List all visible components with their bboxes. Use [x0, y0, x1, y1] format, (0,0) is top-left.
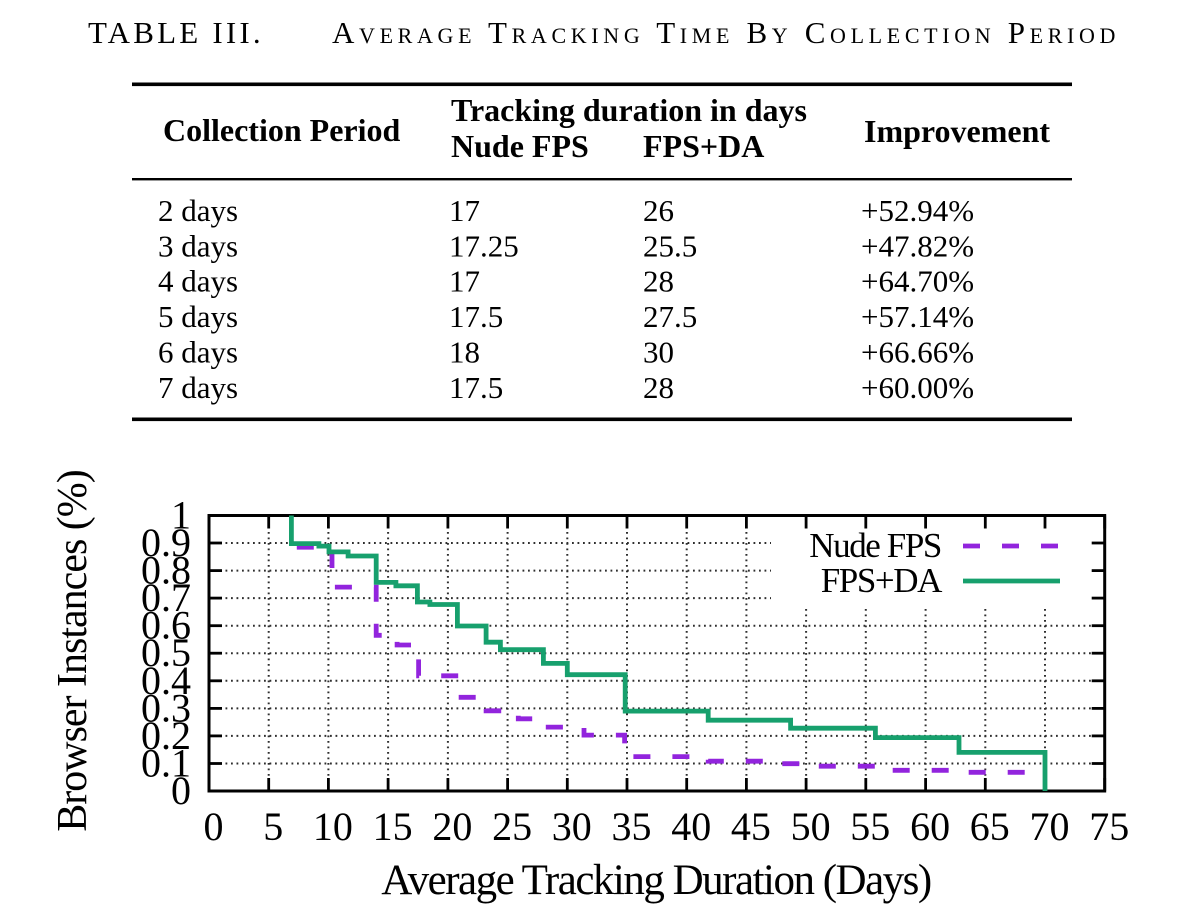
- svg-text:+64.70%: +64.70%: [861, 264, 974, 299]
- svg-text:0.4: 0.4: [141, 658, 191, 703]
- svg-text:6 days: 6 days: [158, 335, 238, 370]
- svg-text:0: 0: [171, 768, 191, 813]
- svg-text:45: 45: [731, 804, 771, 849]
- svg-text:Collection Period: Collection Period: [163, 112, 400, 148]
- svg-text:+66.66%: +66.66%: [861, 335, 974, 370]
- svg-text:17.5: 17.5: [449, 299, 503, 334]
- svg-text:25: 25: [492, 804, 532, 849]
- svg-text:0.3: 0.3: [141, 685, 191, 730]
- svg-text:FPS+DA: FPS+DA: [643, 128, 764, 164]
- svg-text:FPS+DA: FPS+DA: [821, 561, 943, 600]
- svg-text:Nude FPS: Nude FPS: [809, 526, 941, 565]
- svg-text:Average Tracking Duration (Day: Average Tracking Duration (Days): [381, 857, 931, 904]
- svg-text:65: 65: [970, 804, 1010, 849]
- svg-text:10: 10: [313, 804, 353, 849]
- svg-text:1: 1: [171, 493, 191, 538]
- svg-text:+57.14%: +57.14%: [861, 299, 974, 334]
- svg-text:30: 30: [643, 335, 674, 370]
- svg-text:0.1: 0.1: [141, 741, 191, 786]
- svg-text:0.5: 0.5: [141, 630, 191, 675]
- svg-text:2 days: 2 days: [158, 193, 238, 228]
- svg-text:70: 70: [1030, 804, 1070, 849]
- svg-text:0: 0: [204, 804, 224, 849]
- svg-text:75: 75: [1089, 804, 1129, 849]
- svg-text:27.5: 27.5: [643, 299, 697, 334]
- svg-text:17: 17: [449, 193, 480, 228]
- svg-text:5 days: 5 days: [158, 299, 238, 334]
- svg-text:17.25: 17.25: [449, 228, 519, 263]
- svg-text:17.5: 17.5: [449, 370, 503, 405]
- svg-text:+60.00%: +60.00%: [861, 370, 974, 405]
- svg-text:25.5: 25.5: [643, 228, 697, 263]
- svg-text:26: 26: [643, 193, 674, 228]
- svg-text:Browser Instances (%): Browser Instances (%): [50, 470, 96, 832]
- svg-text:15: 15: [373, 804, 413, 849]
- svg-text:40: 40: [671, 804, 711, 849]
- svg-text:0.9: 0.9: [141, 520, 191, 565]
- svg-text:0.6: 0.6: [141, 603, 191, 648]
- svg-text:5: 5: [263, 804, 283, 849]
- svg-text:3 days: 3 days: [158, 228, 238, 263]
- svg-text:28: 28: [643, 264, 674, 299]
- svg-text:55: 55: [850, 804, 890, 849]
- svg-text:60: 60: [910, 804, 950, 849]
- svg-text:17: 17: [449, 264, 480, 299]
- svg-text:+47.82%: +47.82%: [861, 228, 974, 263]
- svg-text:4 days: 4 days: [158, 264, 238, 299]
- svg-text:Tracking duration in days: Tracking duration in days: [451, 92, 807, 128]
- svg-text:35: 35: [612, 804, 652, 849]
- svg-text:0.7: 0.7: [141, 575, 191, 620]
- svg-text:30: 30: [552, 804, 592, 849]
- svg-text:50: 50: [791, 804, 831, 849]
- svg-text:TABLE III.: TABLE III.: [88, 15, 264, 50]
- svg-text:7 days: 7 days: [158, 370, 238, 405]
- svg-text:0.8: 0.8: [141, 548, 191, 593]
- svg-text:+52.94%: +52.94%: [861, 193, 974, 228]
- svg-text:Average Tracking Time By Colle: Average Tracking Time By Collection Peri…: [332, 15, 1120, 50]
- svg-text:20: 20: [432, 804, 472, 849]
- svg-text:Nude FPS: Nude FPS: [451, 128, 589, 164]
- svg-text:0.2: 0.2: [141, 713, 191, 758]
- svg-text:28: 28: [643, 370, 674, 405]
- svg-text:Improvement: Improvement: [864, 113, 1050, 149]
- svg-text:18: 18: [449, 335, 480, 370]
